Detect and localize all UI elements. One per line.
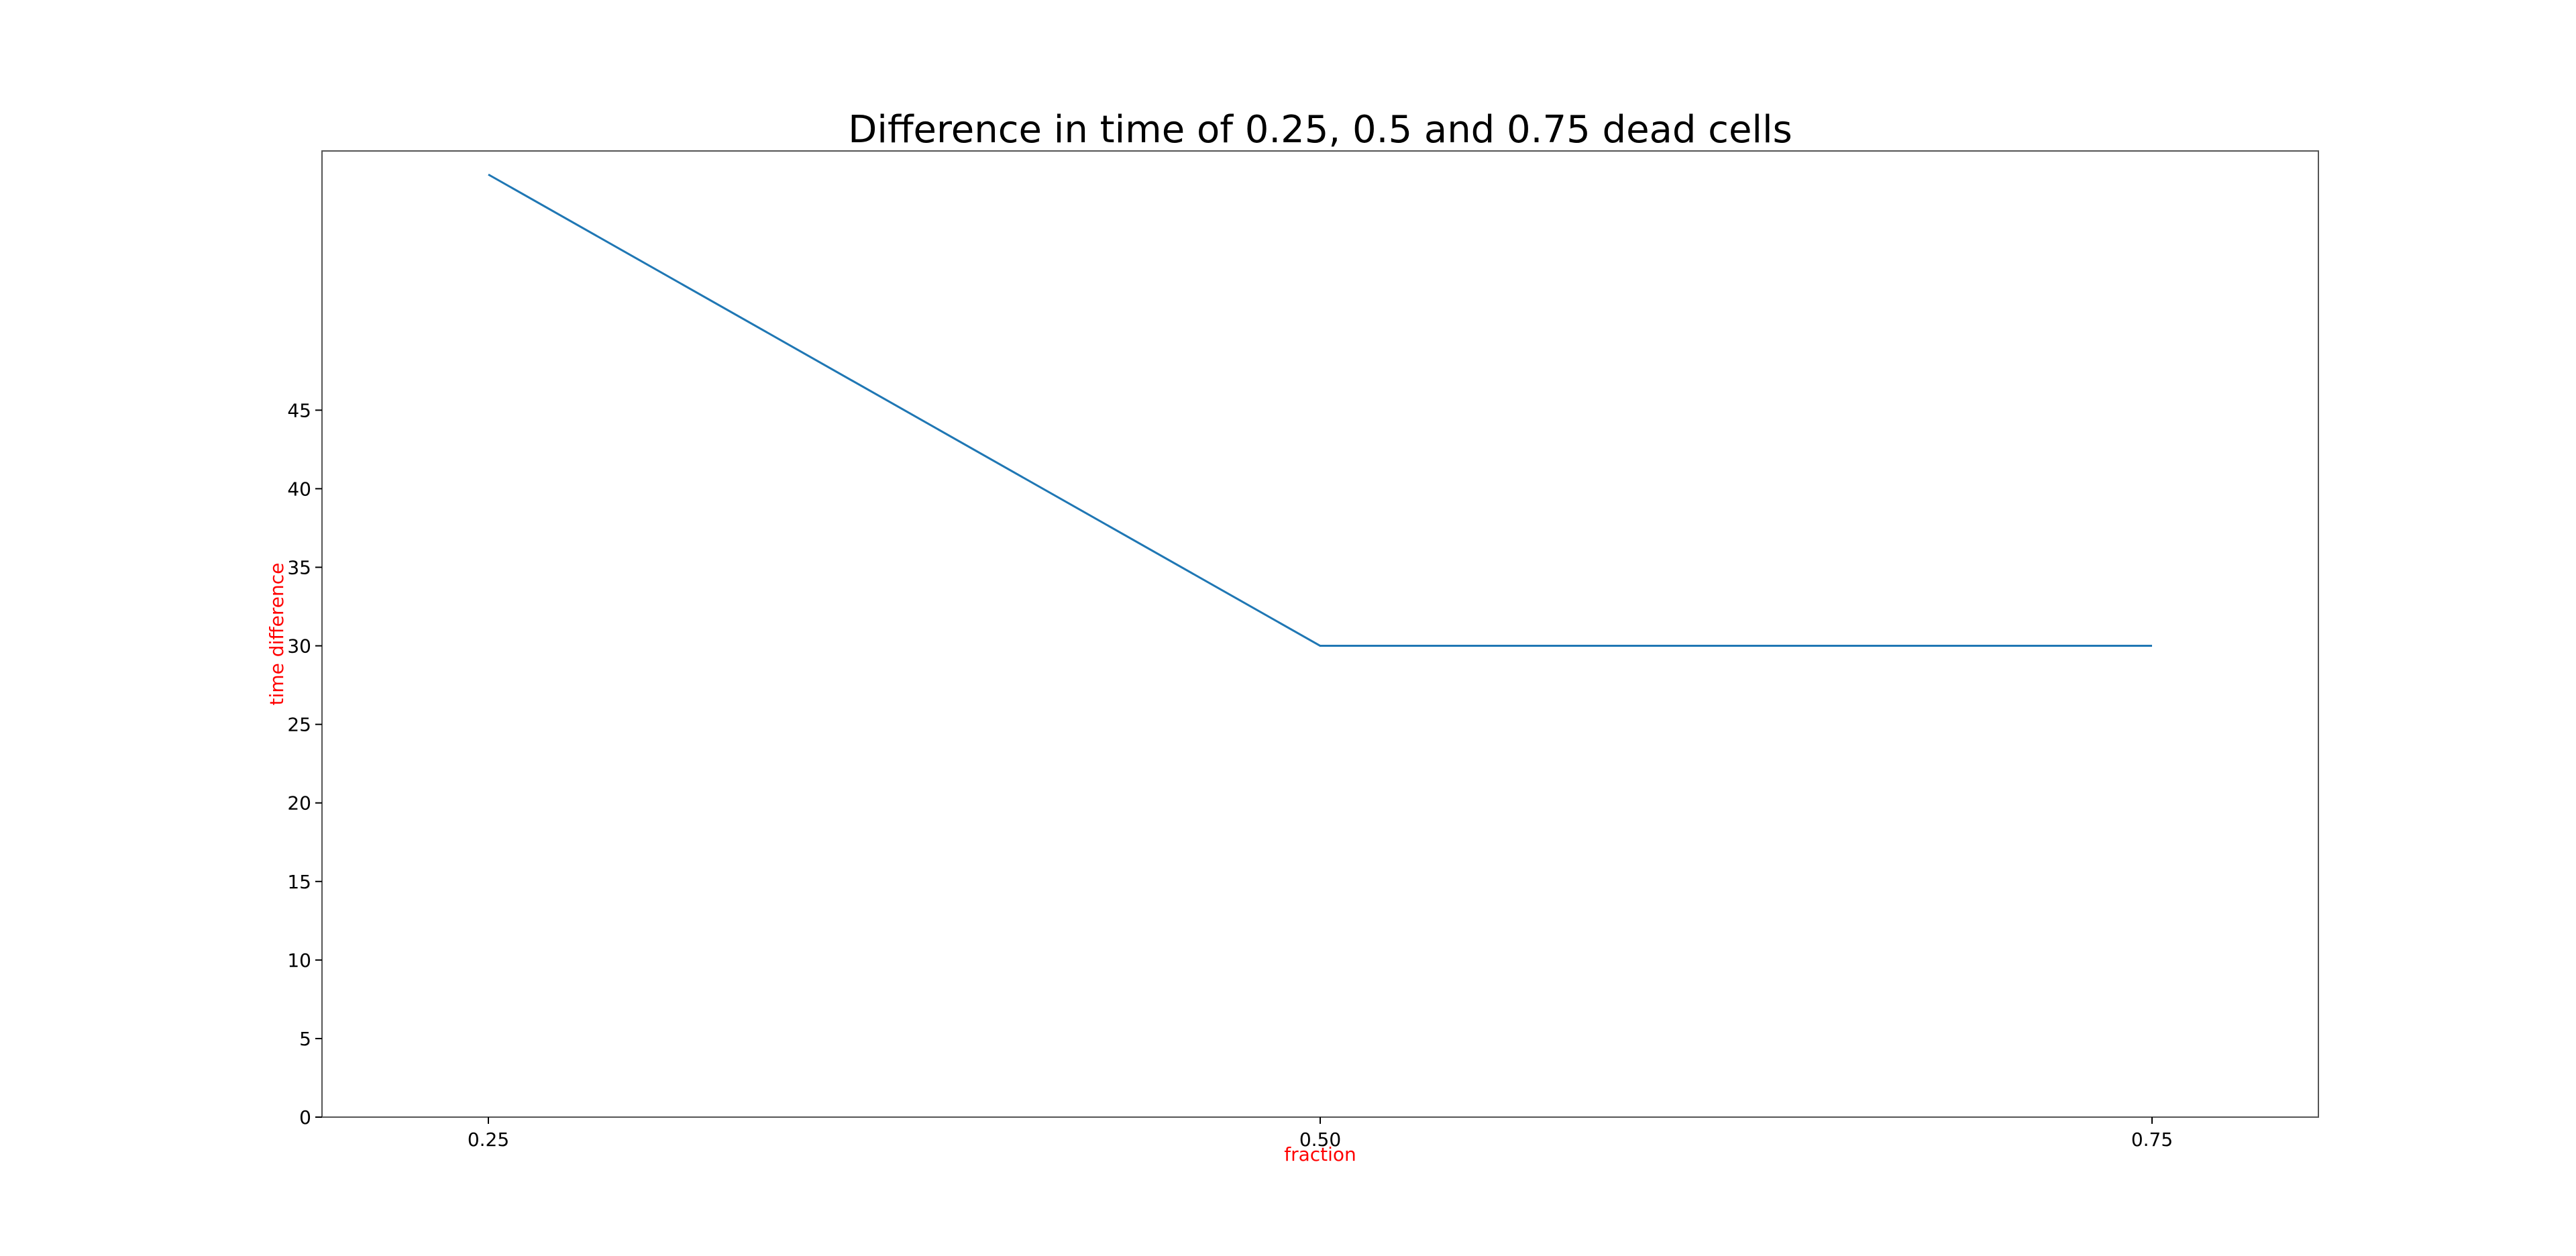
y-tick-label: 35	[287, 556, 311, 578]
y-tick-label: 10	[287, 949, 311, 972]
series-line	[488, 173, 2152, 647]
x-axis: 0.25 0.50 0.75	[468, 1117, 2173, 1151]
y-tick-label: 5	[299, 1028, 311, 1050]
y-tick-label: 30	[287, 635, 311, 658]
y-tick-label: 15	[287, 871, 311, 893]
y-tick-label: 40	[287, 478, 311, 500]
series-layer	[488, 173, 2152, 647]
x-tick-label: 0.75	[2131, 1129, 2173, 1151]
y-tick-label: 20	[287, 792, 311, 815]
plot-area	[321, 150, 2319, 1118]
x-tick-label: 0.50	[1299, 1129, 1341, 1151]
y-tick-label: 45	[287, 399, 311, 421]
x-axis-label: fraction	[1284, 1143, 1356, 1165]
y-axis: 0 5 10 15 20 25 30 35 40 45	[287, 399, 322, 1129]
x-tick-label: 0.25	[468, 1129, 509, 1151]
y-tick-label: 25	[287, 714, 311, 736]
chart-title: Difference in time of 0.25, 0.5 and 0.75…	[848, 108, 1792, 152]
y-axis-label: time difference	[266, 563, 288, 706]
y-tick-label: 0	[299, 1106, 311, 1129]
